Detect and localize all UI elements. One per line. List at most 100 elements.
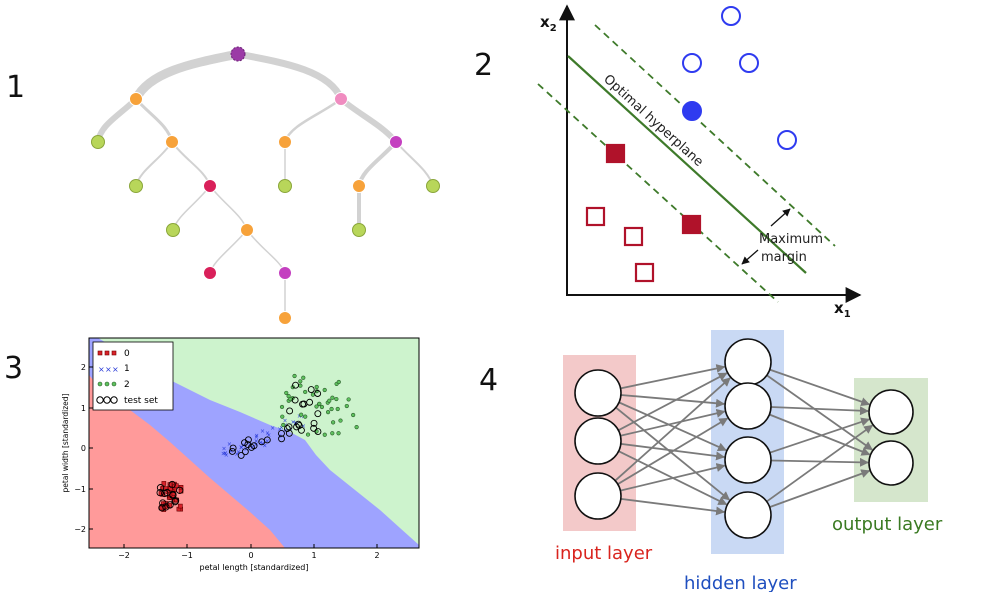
scatter-point-class-1: ×: [234, 451, 239, 458]
svm-margin-label-line1: Maximum: [759, 232, 823, 247]
nn-connection: [620, 497, 726, 516]
input-neuron: [574, 417, 622, 465]
tree-nodes: [91, 46, 440, 325]
scatter-point-class-1: ×: [228, 448, 233, 455]
x-tick-label: −2: [118, 551, 130, 560]
nn-connection: [770, 406, 869, 416]
scatter-point-test: [156, 484, 165, 492]
scatter-point-class-2: [303, 389, 308, 395]
scatter-point-class-2: [280, 414, 285, 419]
svm-margin-label-line2: margin: [761, 250, 807, 265]
scatter-point-class-1: ×: [266, 432, 271, 439]
nn-connection: [769, 368, 871, 406]
output-neuron: [868, 389, 914, 435]
hidden-neuron: [724, 491, 772, 539]
tree-edge: [134, 97, 174, 144]
scatter-point-class-2: [298, 383, 303, 388]
scatter-point-test: [158, 504, 166, 512]
svm-y-axis-label: x2: [540, 13, 557, 34]
scatter-point-class-2: [325, 410, 331, 415]
legend-marker-class-2: [97, 381, 117, 387]
scatter-point-class-2: [338, 418, 343, 423]
scatter-point-class-0: [167, 482, 173, 487]
scatter-point-class-1: ×: [283, 427, 288, 434]
nn-connection: [770, 457, 869, 467]
tree-edge: [209, 229, 248, 274]
tree-node: [203, 179, 217, 193]
scatter-point-class-1: ×: [260, 428, 265, 435]
scatter-point-test: [300, 400, 308, 408]
tree-node: [165, 135, 179, 149]
scatter-point-class-1: ×: [223, 451, 228, 458]
svm-margin-arrow-upper: [770, 208, 791, 227]
scatter-point-class-0: [174, 483, 179, 488]
tree-leaf-node: [203, 266, 217, 280]
scatter-point-class-2: [299, 412, 304, 417]
y-ticks: 2 1 0 −1 −2: [74, 363, 93, 534]
panel-number-4: 4: [479, 363, 498, 398]
nn-connection: [617, 372, 728, 432]
y-tick-label: 0: [81, 444, 86, 453]
panel-number-2: 2: [474, 48, 493, 83]
y-axis-label: petal width [standardized]: [61, 393, 70, 492]
legend-label-class-1: 1: [124, 364, 130, 374]
x-tick-label: 0: [248, 551, 253, 560]
scatter-point-test: [285, 423, 293, 431]
scatter-point-class-2: [354, 425, 359, 430]
output-layer-label: output layer: [832, 514, 943, 535]
legend-label-class-0: 0: [124, 349, 130, 359]
legend-label-test-set: test set: [124, 396, 158, 406]
tree-node: [352, 179, 366, 193]
scatter-point-class-1: ×: [265, 430, 270, 437]
svm-support-vector-circle: [682, 101, 702, 121]
nn-connection: [615, 406, 731, 501]
nn-connection: [617, 417, 729, 485]
tree-node: [240, 223, 254, 237]
panel-number-3: 3: [4, 351, 23, 386]
y-tick-label: −2: [74, 525, 86, 534]
tree-edge: [246, 229, 286, 274]
scatter-point-test: [314, 410, 322, 418]
svm-square-point: [623, 226, 644, 247]
scatter-point-test: [241, 439, 248, 447]
scatter-point-test: [166, 501, 174, 509]
hidden-neuron: [724, 338, 772, 386]
scatter-point-class-2: [279, 404, 285, 410]
svg-text:×: ×: [98, 365, 105, 374]
y-tick-label: 1: [81, 404, 86, 413]
scatter-point-class-2: [336, 379, 341, 385]
scatter-point-test: [292, 381, 299, 389]
nn-connection: [620, 408, 726, 437]
scatter-point-class-1: ×: [282, 417, 287, 424]
tree-edge: [95, 96, 139, 145]
panel-4-neural-network: 4 input layer hidden layer output layer: [479, 330, 943, 592]
x-axis-label: petal length [standardized]: [200, 563, 309, 572]
scatter-point-class-2: [288, 397, 293, 402]
scatter-point-class-2: [314, 384, 319, 390]
scatter-point-class-1: ×: [254, 438, 259, 445]
svm-hyperplane-line: [567, 55, 807, 274]
scatter-point-class-1: ×: [301, 423, 306, 430]
tree-edge: [171, 141, 211, 187]
scatter-point-class-2: [329, 406, 334, 412]
y-tick-label: −1: [74, 485, 86, 494]
svm-support-vector-square: [681, 214, 702, 235]
scatter-point-class-2: [331, 420, 336, 425]
scatter-point-test: [228, 448, 236, 455]
input-neuron: [574, 369, 622, 417]
nn-connection: [620, 364, 726, 390]
scatter-point-test: [250, 442, 258, 450]
scatter-point-test: [314, 390, 322, 397]
hidden-layer-label: hidden layer: [684, 573, 797, 592]
scatter-point-class-1: ×: [227, 441, 232, 448]
tree-leaf-node: [352, 223, 366, 237]
scatter-point-class-2: [319, 404, 325, 410]
tree-node: [278, 135, 292, 149]
scatter-point-test: [285, 429, 293, 437]
legend-marker-class-1: × × ×: [98, 365, 119, 374]
scatter-point-class-1: ×: [253, 441, 258, 448]
nn-connection: [769, 469, 871, 508]
scatter-point-class-2: [351, 412, 356, 418]
scatter-point-test: [310, 424, 318, 432]
scatter-point-class-1: ×: [270, 425, 275, 432]
